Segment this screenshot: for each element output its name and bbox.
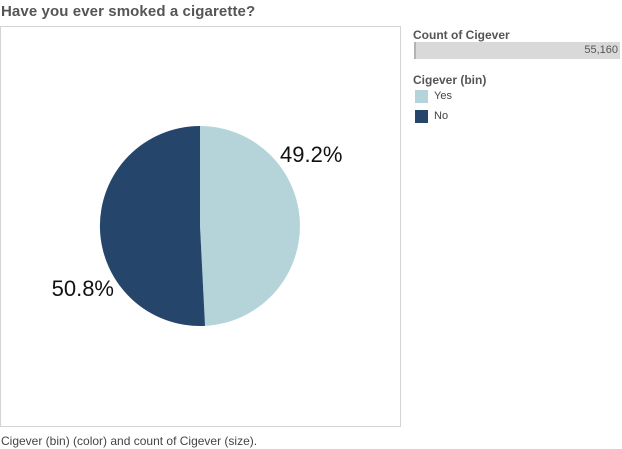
pie-chart: 49.2% 50.8% [52, 125, 342, 326]
size-legend-value: 55,160 [584, 44, 618, 56]
legend-swatch-yes [415, 89, 428, 103]
pie-label-yes: 49.2% [280, 142, 342, 167]
size-legend-title: Count of Cigever [413, 28, 510, 42]
size-legend-bar: 55,160 [414, 42, 620, 59]
pie-slice-no[interactable] [99, 125, 206, 326]
legend-label-yes: Yes [434, 90, 452, 102]
legend-label-no: No [434, 110, 449, 122]
color-legend-title: Cigever (bin) [413, 73, 487, 87]
legend-item-no[interactable]: No [415, 109, 448, 123]
pie-label-no: 50.8% [52, 276, 114, 301]
chart-caption: Cigever (bin) (color) and count of Cigev… [1, 434, 258, 448]
chart-title: Have you ever smoked a cigarette? [1, 3, 256, 20]
legend-swatch-no [415, 109, 428, 123]
plot-area: 49.2% 50.8% [0, 26, 401, 427]
pie-slice-yes[interactable] [200, 126, 300, 326]
legend-item-yes[interactable]: Yes [415, 89, 452, 103]
